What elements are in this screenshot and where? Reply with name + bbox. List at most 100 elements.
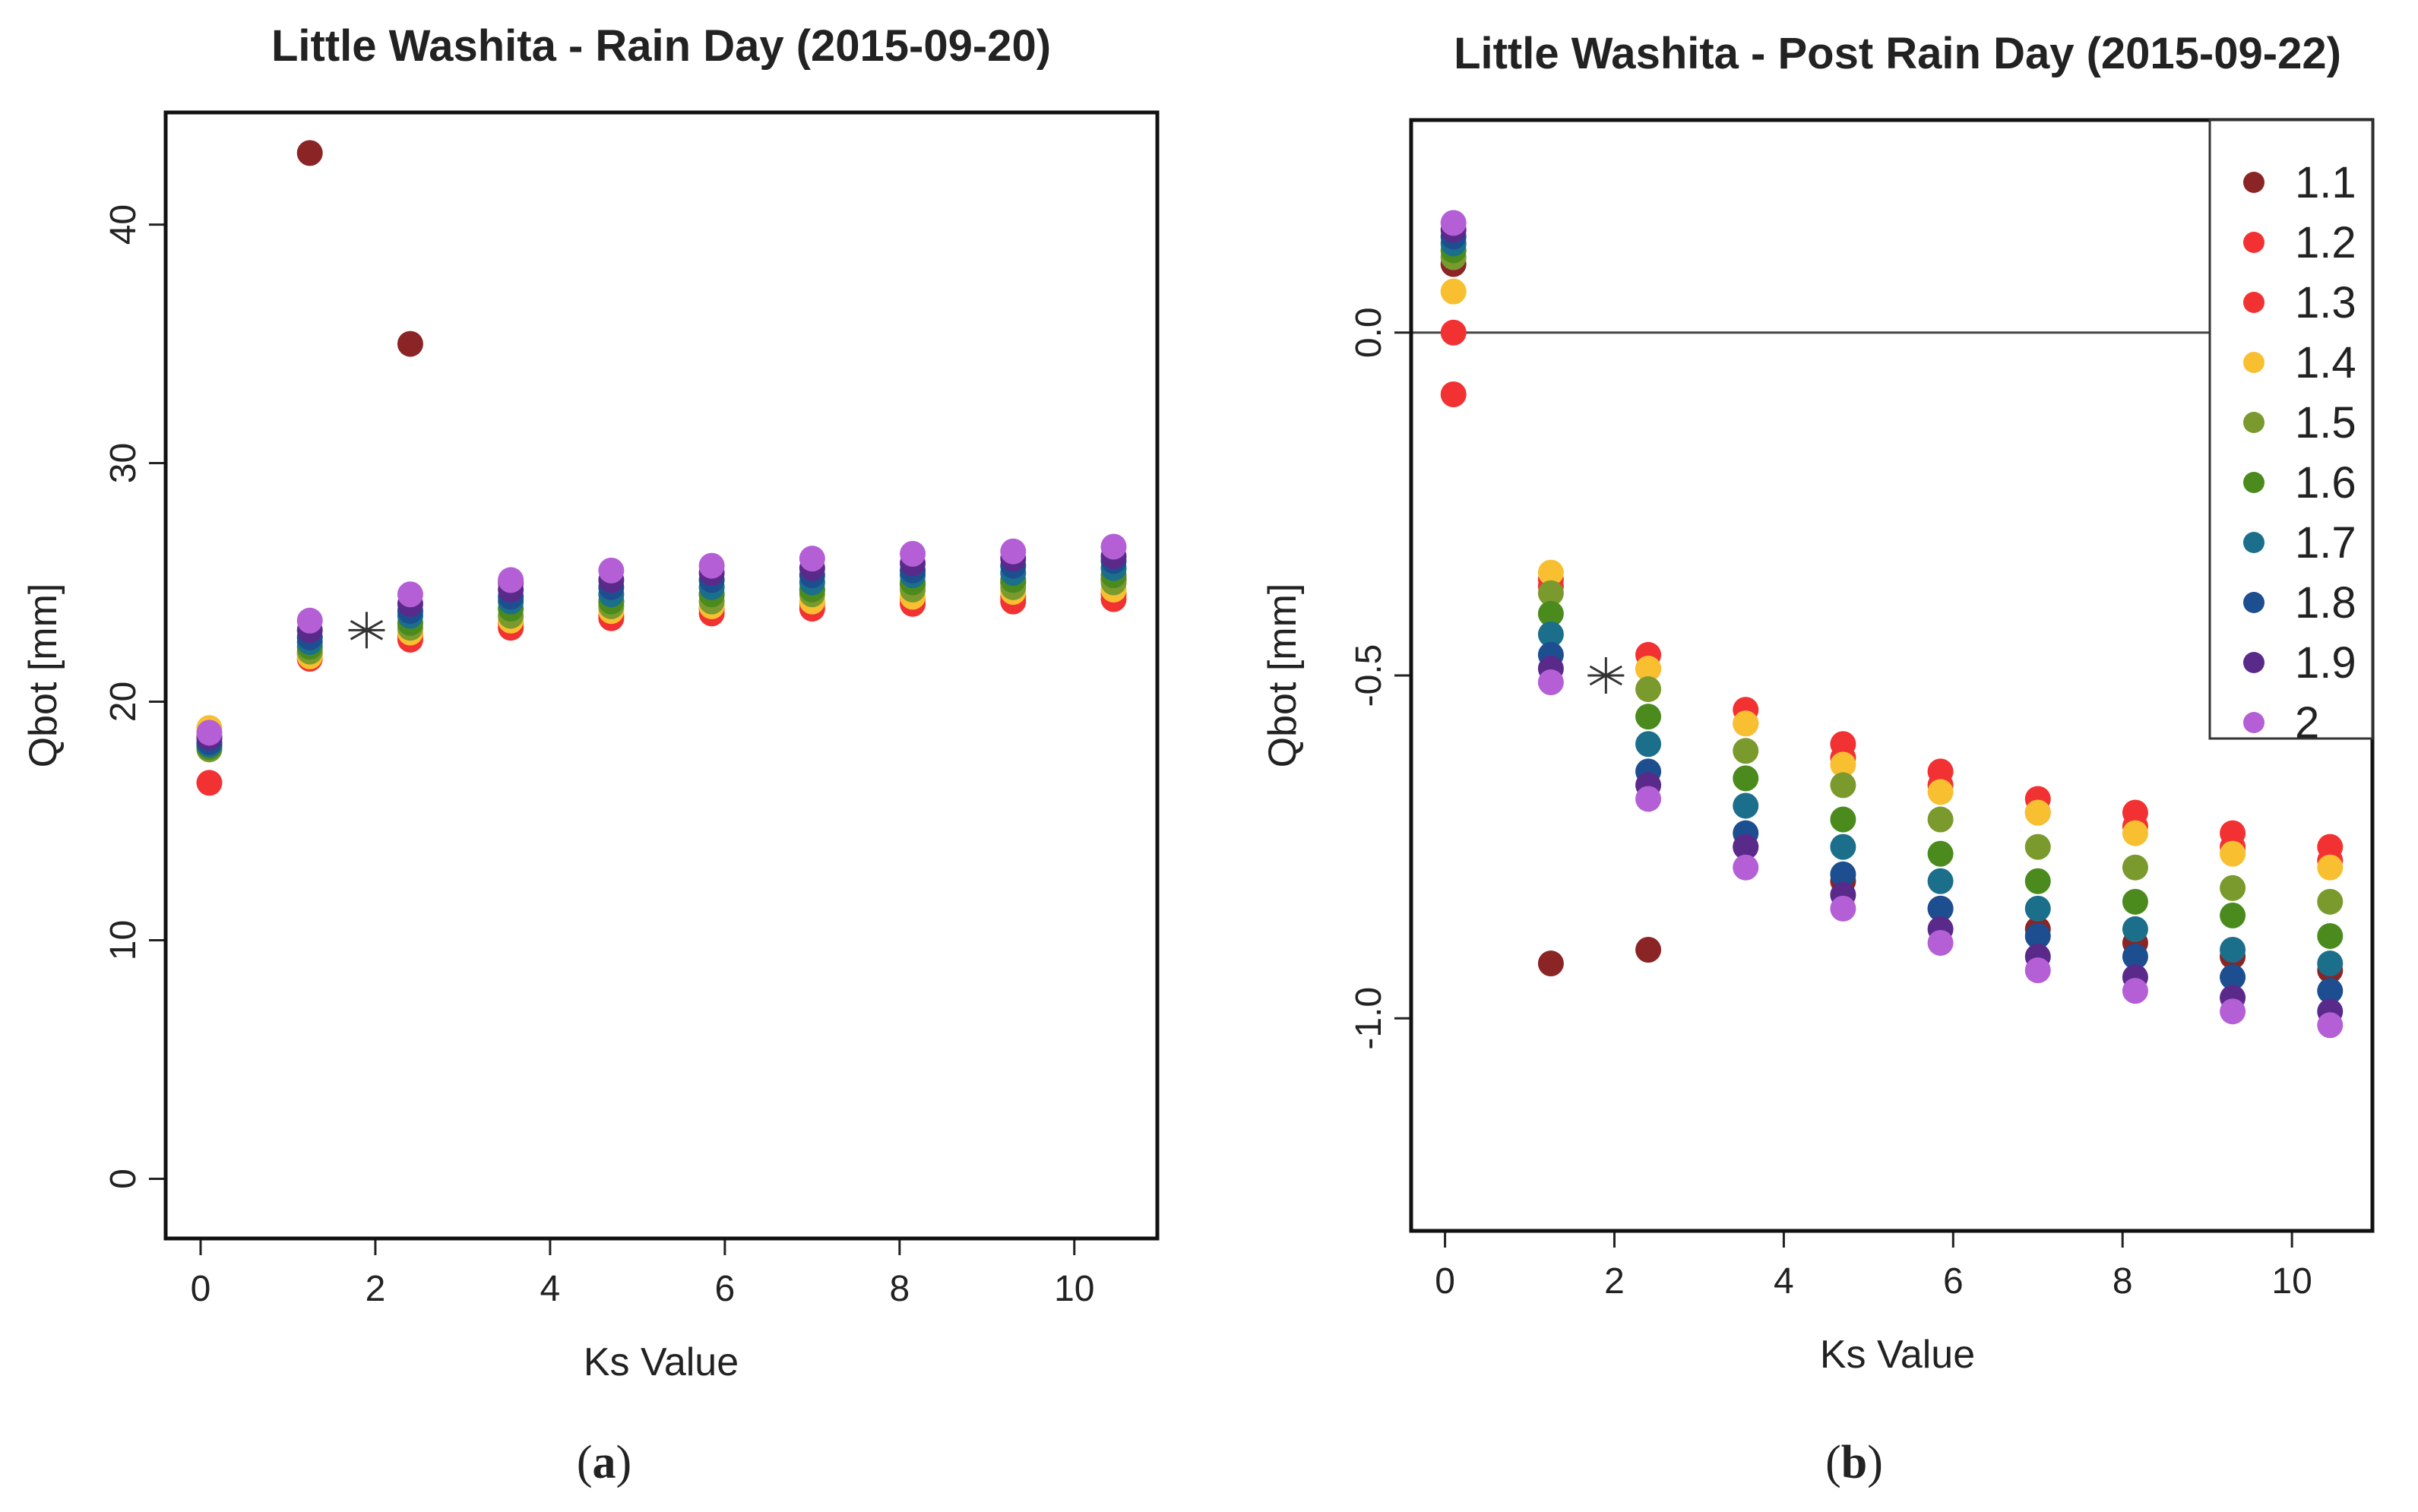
- panel-a-y-axis-label: Qbot [mm]: [21, 584, 65, 768]
- data-point-series-1.4: [1440, 278, 1467, 305]
- data-point-series-1.8: [1830, 861, 1856, 887]
- legend-swatch: [2243, 472, 2265, 493]
- data-point-series-1.5: [2122, 854, 2148, 881]
- legend-label: 1.8: [2295, 578, 2356, 628]
- data-point-series-1.9: [1733, 833, 1759, 860]
- data-point-series-2: [1537, 669, 1564, 696]
- data-point-series-1.7: [1927, 868, 1954, 894]
- panel-b-caption: (b): [1825, 1437, 1883, 1488]
- data-point-series-1.5: [1635, 676, 1662, 703]
- data-point-series-1.6: [1927, 840, 1954, 867]
- y-tick-label: 40: [103, 204, 144, 245]
- data-point-series-1.8: [2122, 944, 2148, 970]
- legend-swatch: [2243, 412, 2265, 433]
- legend-label: 1.3: [2295, 278, 2356, 327]
- data-point-series-2: [1733, 854, 1759, 881]
- y-tick-label: 30: [103, 443, 144, 483]
- data-point-series-1.1: [296, 140, 323, 166]
- data-point-series-1.4: [1635, 655, 1662, 682]
- data-point-series-2: [196, 720, 223, 746]
- data-point-series-1.5: [2220, 875, 2246, 901]
- data-point-series-1.7: [2122, 916, 2148, 942]
- data-point-series-1.6: [1635, 704, 1662, 730]
- data-point-series-2: [900, 540, 926, 567]
- data-point-series-1.8: [2220, 964, 2246, 991]
- panel-b-points: [1440, 210, 2344, 1039]
- data-point-series-1.5: [1537, 580, 1564, 606]
- data-point-series-2: [1635, 786, 1662, 812]
- panel-a-caption: (a): [577, 1437, 631, 1488]
- panel-a-title: Little Washita - Rain Day (2015-09-20): [271, 21, 1051, 71]
- data-point-series-2: [296, 607, 323, 634]
- data-point-series-1.4: [1927, 779, 1954, 805]
- x-tick-label: 8: [889, 1269, 910, 1309]
- data-point-series-1.2: [196, 770, 223, 796]
- legend-label: 1.7: [2295, 518, 2356, 568]
- data-point-series-1.4: [2317, 854, 2344, 881]
- panel-a-x-axis-label: Ks Value: [584, 1340, 739, 1384]
- x-tick-label: 2: [1604, 1261, 1625, 1302]
- x-tick-label: 2: [366, 1269, 386, 1309]
- legend-box: [2208, 119, 2374, 740]
- data-point-series-2: [2122, 978, 2148, 1004]
- panel-b-caption-label: b: [1841, 1437, 1867, 1488]
- panel-b-y-ticks: -1.0 -0.5 0.0: [1349, 307, 1411, 1050]
- data-point-series-1.6: [2220, 902, 2246, 928]
- panel-b-x-ticks: 0 2 4 6 8 10: [1435, 1231, 2312, 1302]
- data-point-series-1.6: [2317, 922, 2344, 949]
- data-point-series-1.6: [1537, 600, 1564, 627]
- legend-swatch: [2243, 652, 2265, 673]
- y-tick-label: 10: [103, 920, 144, 960]
- legend-swatch: [2243, 292, 2265, 313]
- data-point-series-2: [2317, 1012, 2344, 1039]
- data-point-series-1.7: [2220, 936, 2246, 963]
- data-point-series-1.6: [1830, 806, 1856, 833]
- data-point-series-1.8: [2024, 922, 2051, 949]
- data-point-series-2: [1440, 210, 1467, 236]
- data-point-series-1.6: [2024, 868, 2051, 894]
- legend-swatch: [2243, 172, 2265, 193]
- data-point-series-1.7: [2024, 895, 2051, 922]
- data-point-series-1.2: [1440, 319, 1467, 346]
- data-point-series-1.4: [1830, 751, 1856, 778]
- x-tick-label: 4: [1774, 1261, 1794, 1302]
- legend-label: 1.2: [2295, 218, 2356, 267]
- data-point-series-2: [1927, 929, 1954, 956]
- data-point-series-2: [1830, 895, 1856, 922]
- data-point-series-1.7: [2317, 951, 2344, 977]
- data-point-series-1.7: [1635, 731, 1662, 758]
- panel-a-x-ticks: 0 2 4 6 8 10: [191, 1238, 1094, 1309]
- data-point-series-2: [598, 557, 625, 584]
- x-tick-label: 8: [2113, 1261, 2133, 1302]
- panel-a-points: [196, 140, 1127, 796]
- y-tick-label: 0: [103, 1169, 144, 1189]
- data-point-series-2: [2024, 957, 2051, 984]
- panel-b-legend: 1.1 1.2 1.3 1.4 1.5 1.6 1.7 1.8 1.9 2: [2208, 119, 2374, 748]
- data-point-series-1.5: [1733, 738, 1759, 764]
- data-point-series-1.4: [2220, 840, 2246, 867]
- data-point-series-1.5: [1830, 772, 1856, 799]
- y-tick-label: 20: [103, 682, 144, 722]
- panel-a-reference-marker: [348, 612, 385, 649]
- panel-a-plot-frame: [163, 110, 1160, 1241]
- data-point-series-2: [498, 567, 524, 593]
- data-point-series-1.3: [1440, 381, 1467, 407]
- data-point-series-1.4: [2024, 799, 2051, 826]
- legend-label: 1.5: [2295, 398, 2356, 448]
- legend-swatch: [2243, 592, 2265, 613]
- panel-a-chart: Little Washita - Rain Day (2015-09-20) 0…: [21, 21, 1160, 1488]
- x-tick-label: 10: [2271, 1261, 2312, 1302]
- legend-label: 2: [2295, 698, 2319, 748]
- data-point-series-1.1: [397, 331, 423, 357]
- x-tick-label: 6: [715, 1269, 736, 1309]
- legend-swatch: [2243, 712, 2265, 733]
- legend-swatch: [2243, 232, 2265, 253]
- data-point-series-1.6: [2122, 888, 2148, 915]
- data-point-series-1.7: [1830, 833, 1856, 860]
- y-tick-label: -0.5: [1349, 644, 1389, 707]
- x-tick-label: 0: [191, 1269, 211, 1309]
- data-point-series-1.8: [2317, 978, 2344, 1004]
- data-point-series-1.4: [1733, 710, 1759, 737]
- data-point-series-1.5: [2024, 833, 2051, 860]
